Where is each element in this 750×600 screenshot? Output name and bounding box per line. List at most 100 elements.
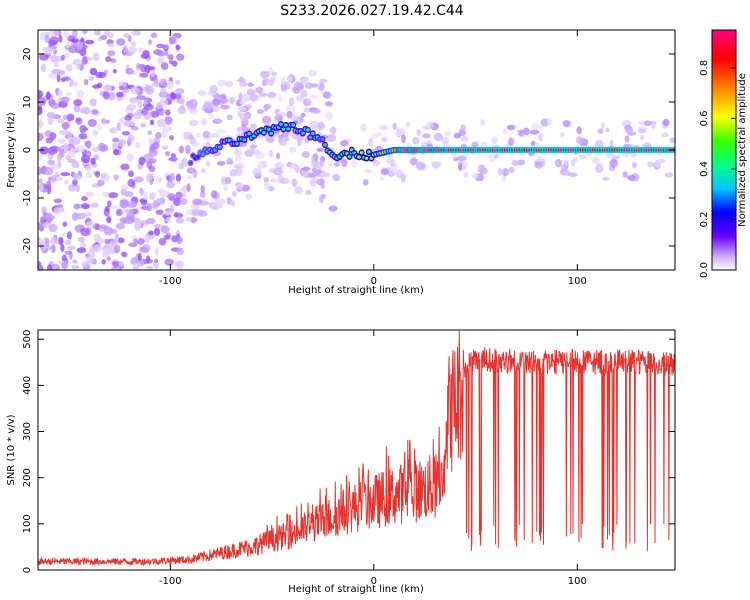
spectrogram-noise-cell: [200, 185, 205, 193]
spectrogram-noise-cell: [71, 161, 80, 169]
spectrogram-noise-cell: [138, 156, 146, 166]
spectrogram-noise-cell: [162, 44, 169, 52]
spectrogram-noise-cell: [173, 89, 183, 95]
y-tick-label: -20: [22, 238, 33, 254]
spectrogram-noise-cell: [118, 85, 124, 91]
spectrogram-noise-cell: [235, 167, 243, 177]
spectrogram-noise-cell: [123, 33, 130, 38]
spectrogram-noise-cell: [61, 261, 69, 270]
spectrogram-noise-cell: [148, 230, 154, 236]
spectrogram-noise-cell: [47, 146, 58, 155]
spectrogram-noise-cell: [128, 121, 136, 126]
spectrogram-noise-cell: [125, 67, 134, 75]
spectrogram-noise-cell: [605, 127, 610, 133]
spectrogram-noise-cell: [280, 83, 288, 92]
spectrogram-ridge-core: [196, 155, 200, 159]
spectrogram-noise-cell: [133, 176, 144, 183]
spectrogram-noise-cell: [238, 161, 244, 168]
spectrogram-noise-cell: [81, 261, 91, 268]
spectrogram-noise-cell: [661, 132, 670, 138]
spectrogram-noise-cell: [328, 205, 338, 212]
spectrogram-noise-cell: [217, 79, 227, 87]
spectrogram-noise-cell: [53, 49, 58, 55]
spectrogram-noise-cell: [140, 123, 146, 128]
spectrogram-noise-cell: [192, 198, 202, 206]
spectrogram-noise-cell: [497, 168, 503, 176]
spectrogram-noise-cell: [49, 30, 60, 37]
y-tick-label: 20: [22, 48, 33, 61]
spectrogram-noise-cell: [38, 178, 43, 185]
spectrogram-noise-cell: [145, 217, 156, 225]
spectrogram-noise-cell: [105, 56, 112, 63]
spectrogram-noise-cell: [479, 141, 489, 148]
spectrogram-noise-cell: [318, 173, 325, 178]
spectrogram-noise-cell: [71, 264, 80, 270]
spectrogram-noise-cell: [274, 162, 285, 170]
spectrogram-noise-cell: [89, 98, 97, 107]
spectrogram-noise-cell: [159, 78, 165, 85]
spectrogram-noise-cell: [107, 200, 112, 208]
spectrogram-noise-cell: [77, 236, 85, 243]
spectrogram-noise-cell: [93, 30, 101, 36]
spectrogram-noise-cell: [100, 35, 108, 40]
spectrogram-cells: [38, 30, 675, 270]
spectrogram-noise-cell: [68, 251, 73, 260]
spectrogram-noise-cell: [69, 79, 74, 88]
spectrogram-noise-cell: [119, 199, 129, 209]
spectrogram-noise-cell: [560, 132, 565, 138]
spectrogram-noise-cell: [534, 161, 543, 169]
spectrogram-noise-cell: [60, 172, 71, 177]
spectrogram-noise-cell: [108, 192, 119, 199]
spectrogram-noise-cell: [502, 168, 509, 177]
spectrogram-noise-cell: [523, 127, 530, 136]
spectrogram-noise-cell: [265, 135, 275, 143]
spectrogram-noise-cell: [304, 82, 313, 89]
spectrogram-noise-cell: [386, 158, 396, 164]
spectrogram-noise-cell: [101, 118, 107, 125]
spectrogram-noise-cell: [48, 72, 58, 79]
spectrogram-noise-cell: [341, 158, 348, 168]
spectrogram-noise-cell: [57, 118, 65, 124]
spectrogram-noise-cell: [139, 187, 144, 196]
spectrogram-noise-cell: [67, 245, 76, 251]
spectrogram-noise-cell: [136, 95, 147, 100]
spectrogram-noise-cell: [48, 39, 54, 47]
spectrogram-noise-cell: [95, 223, 100, 231]
spectrogram-noise-cell: [90, 202, 99, 208]
spectrogram-noise-cell: [471, 141, 479, 148]
spectrogram-noise-cell: [309, 178, 317, 187]
spectrogram-noise-cell: [471, 172, 479, 179]
spectrogram-noise-cell: [224, 176, 232, 185]
spectrogram-noise-cell: [146, 255, 151, 263]
spectrogram-noise-cell: [170, 156, 178, 163]
spectrogram-noise-cell: [230, 200, 236, 207]
spectrogram-noise-cell: [90, 109, 99, 115]
spectrogram-noise-cell: [228, 96, 235, 105]
spectrogram-noise-cell: [233, 149, 243, 157]
spectrogram-noise-cell: [239, 100, 246, 105]
spectrogram-noise-cell: [579, 154, 586, 160]
spectrogram-noise-cell: [78, 133, 88, 140]
spectrogram-noise-cell: [562, 120, 571, 128]
spectrogram-noise-cell: [175, 79, 181, 85]
spectrogram-noise-cell: [170, 91, 176, 100]
spectrogram-noise-cell: [157, 57, 165, 65]
spectrogram-noise-cell: [178, 145, 185, 154]
spectrogram-noise-cell: [137, 47, 144, 53]
spectrogram-noise-cell: [232, 191, 238, 197]
spectrogram-noise-cell: [77, 42, 83, 50]
spectrogram-noise-cell: [154, 258, 158, 263]
spectrogram-noise-cell: [80, 242, 87, 249]
spectrogram-noise-cell: [237, 106, 247, 111]
spectrogram-noise-cell: [171, 235, 178, 243]
spectrogram-noise-cell: [622, 171, 628, 178]
spectrogram-noise-cell: [60, 96, 70, 104]
spectrogram-noise-cell: [70, 38, 80, 43]
spectrogram-noise-cell: [72, 259, 78, 264]
spectrogram-noise-cell: [517, 129, 524, 136]
spectrogram-noise-cell: [319, 194, 324, 204]
spectrogram-noise-cell: [308, 69, 317, 77]
spectrogram-noise-cell: [263, 176, 270, 183]
spectrogram-noise-cell: [102, 91, 110, 100]
